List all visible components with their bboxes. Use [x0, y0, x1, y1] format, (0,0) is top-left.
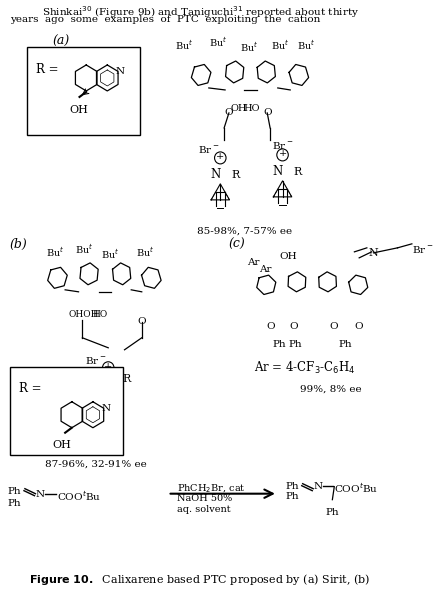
- Text: O: O: [329, 322, 338, 331]
- FancyBboxPatch shape: [9, 367, 123, 454]
- Text: Shinkai$^{30}$ (Figure 9b) and Taniguchi$^{31}$ reported about thirty: Shinkai$^{30}$ (Figure 9b) and Taniguchi…: [29, 4, 359, 20]
- Text: Br$^-$: Br$^-$: [198, 144, 219, 155]
- Text: R: R: [294, 167, 302, 177]
- Text: R =: R =: [37, 63, 59, 76]
- Text: O: O: [225, 108, 233, 117]
- Text: R: R: [122, 374, 131, 384]
- Text: OH: OH: [230, 104, 247, 113]
- Text: O: O: [290, 322, 298, 331]
- Text: Ph: Ph: [338, 340, 351, 349]
- Text: OH: OH: [53, 440, 71, 450]
- Text: Bu$^t$: Bu$^t$: [240, 40, 258, 54]
- Text: Ph: Ph: [285, 492, 299, 501]
- Text: 85-98%, 7-57% ee: 85-98%, 7-57% ee: [197, 227, 292, 236]
- Text: Ar: Ar: [259, 265, 271, 274]
- Text: Br$^-$: Br$^-$: [272, 140, 293, 151]
- Text: +: +: [278, 150, 287, 158]
- Text: Ph: Ph: [8, 499, 21, 508]
- Text: Bu$^t$: Bu$^t$: [136, 245, 155, 259]
- Text: R: R: [231, 170, 240, 180]
- Text: Bu$^t$: Bu$^t$: [272, 38, 290, 52]
- Text: OHOH: OHOH: [69, 310, 99, 319]
- Text: 99%, 8% ee: 99%, 8% ee: [300, 385, 361, 394]
- Text: Ph: Ph: [273, 340, 286, 349]
- Text: PhCH$_2$Br, cat: PhCH$_2$Br, cat: [177, 483, 246, 495]
- Text: (b): (b): [9, 238, 27, 251]
- Text: (c): (c): [228, 238, 245, 251]
- Text: HO: HO: [244, 104, 260, 113]
- Text: HO: HO: [93, 310, 108, 319]
- Text: O: O: [267, 322, 275, 331]
- Text: COO$^t$Bu: COO$^t$Bu: [334, 482, 378, 495]
- Text: $\bf{Figure\ 10.}$  Calixarene based PTC proposed by (a) Sirit, (b): $\bf{Figure\ 10.}$ Calixarene based PTC …: [29, 571, 370, 587]
- Text: (a): (a): [53, 35, 70, 48]
- Text: N: N: [35, 490, 45, 499]
- Text: N: N: [273, 165, 283, 178]
- Text: R =: R =: [19, 382, 41, 395]
- Text: years  ago  some  examples  of  PTC  exploiting  the  cation: years ago some examples of PTC exploitin…: [9, 15, 320, 24]
- Text: Bu$^t$: Bu$^t$: [209, 35, 227, 49]
- Text: COO$^t$Bu: COO$^t$Bu: [57, 490, 101, 504]
- Text: N: N: [102, 404, 111, 413]
- Text: NaOH 50%: NaOH 50%: [177, 493, 232, 503]
- Text: Br$^-$: Br$^-$: [412, 244, 433, 255]
- Text: aq. solvent: aq. solvent: [177, 505, 231, 514]
- Text: O: O: [354, 322, 363, 331]
- Text: N: N: [369, 248, 378, 258]
- Text: N: N: [313, 482, 322, 491]
- Text: Bu$^t$: Bu$^t$: [101, 247, 120, 261]
- Text: O: O: [263, 108, 272, 117]
- Text: Br$^-$: Br$^-$: [85, 355, 107, 366]
- Text: Ph: Ph: [285, 482, 299, 491]
- Text: 87-96%, 32-91% ee: 87-96%, 32-91% ee: [45, 460, 147, 469]
- Text: Bu$^t$: Bu$^t$: [75, 242, 94, 256]
- Text: OH: OH: [69, 105, 88, 115]
- Text: N: N: [97, 378, 107, 391]
- Text: +: +: [216, 152, 224, 161]
- Text: +: +: [104, 362, 112, 371]
- Text: Ph: Ph: [288, 340, 302, 349]
- Text: Bu$^t$: Bu$^t$: [46, 245, 65, 259]
- Text: N: N: [116, 67, 125, 76]
- Text: N: N: [211, 168, 221, 181]
- Text: Bu$^t$: Bu$^t$: [297, 38, 316, 52]
- Text: Bu$^t$: Bu$^t$: [175, 38, 193, 52]
- Text: Ar: Ar: [247, 258, 260, 267]
- Text: OH: OH: [280, 252, 297, 261]
- Text: O: O: [137, 317, 146, 326]
- Text: Ph: Ph: [8, 487, 21, 496]
- FancyBboxPatch shape: [27, 47, 140, 135]
- Text: Ar = 4-CF$_3$-C$_6$H$_4$: Ar = 4-CF$_3$-C$_6$H$_4$: [254, 360, 355, 376]
- Text: Ph: Ph: [326, 508, 339, 517]
